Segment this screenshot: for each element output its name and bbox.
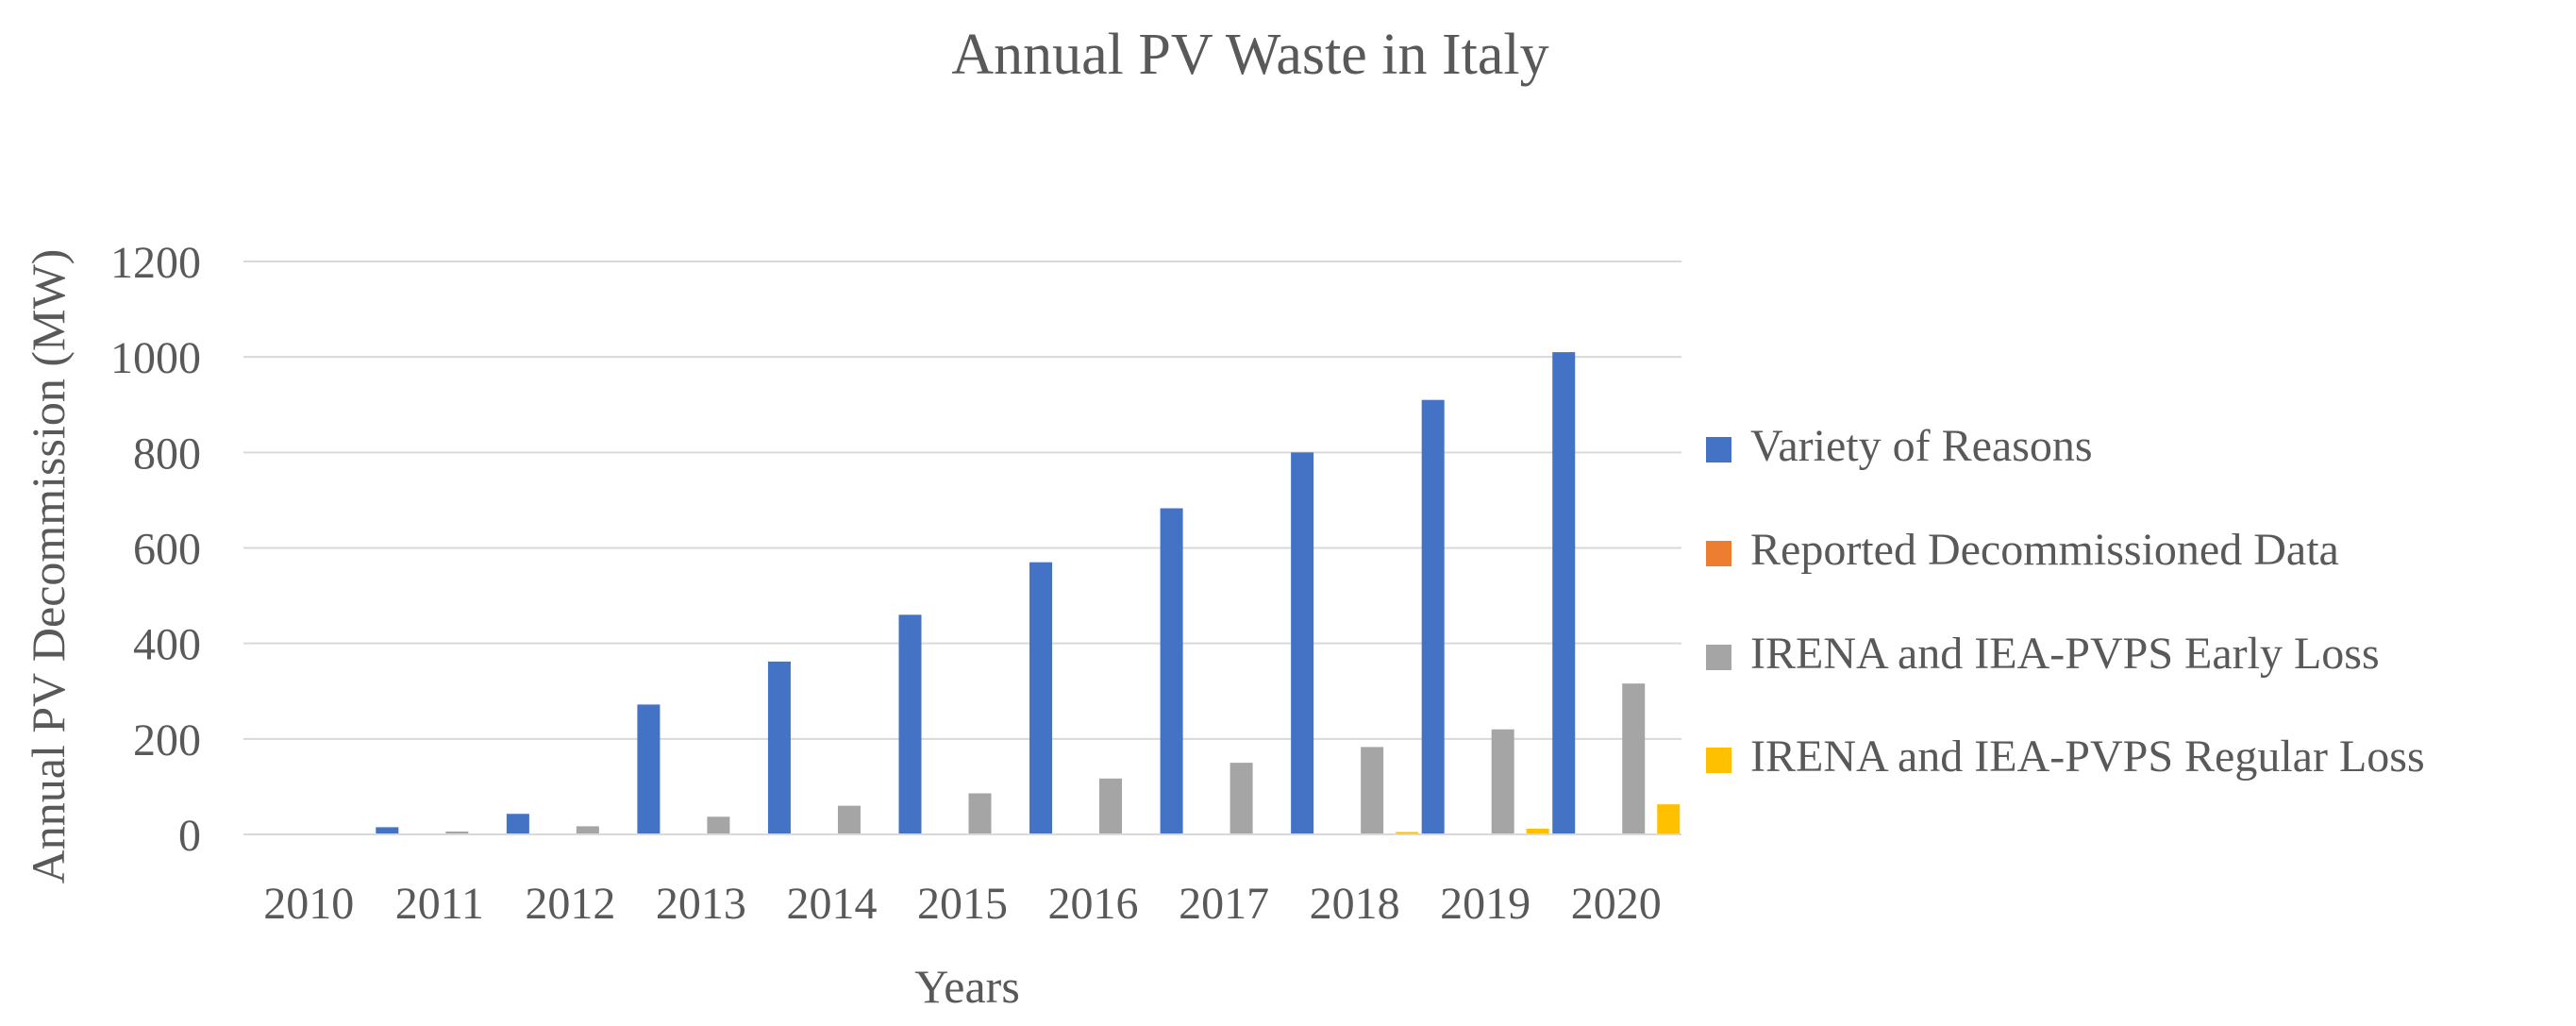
y-tick-label: 600 <box>133 525 201 575</box>
x-tick-label: 2016 <box>1048 879 1139 929</box>
bar-irena-and-iea-pvps-early-loss-2016 <box>1099 778 1123 834</box>
legend-swatch <box>1706 541 1731 566</box>
bar-variety-of-reasons-2018 <box>1291 452 1314 834</box>
y-axis-ticks: 0 200 400 600 800 1000 1200 <box>110 238 201 861</box>
y-tick-label: 1000 <box>110 333 201 383</box>
gridlines <box>243 261 1681 740</box>
y-axis-label: Annual PV Decommission (MW) <box>22 249 75 884</box>
bar-variety-of-reasons-2013 <box>637 704 661 834</box>
x-tick-label: 2013 <box>656 879 746 929</box>
y-tick-label: 200 <box>133 715 201 765</box>
bar-variety-of-reasons-2020 <box>1552 352 1576 834</box>
bar-variety-of-reasons-2016 <box>1029 562 1053 834</box>
bars <box>376 352 1681 834</box>
x-tick-label: 2020 <box>1571 879 1662 929</box>
legend-swatch <box>1706 748 1731 773</box>
bar-irena-and-iea-pvps-regular-loss-2018 <box>1396 832 1419 834</box>
x-tick-label: 2014 <box>786 879 877 929</box>
legend-swatch <box>1706 645 1731 670</box>
x-axis-label: Years <box>914 960 1020 1013</box>
x-tick-label: 2019 <box>1440 879 1531 929</box>
bar-irena-and-iea-pvps-early-loss-2015 <box>968 793 992 834</box>
bar-irena-and-iea-pvps-regular-loss-2020 <box>1657 804 1681 834</box>
x-axis-ticks: 2010 2011 2012 2013 2014 2015 2016 2017 2018 2019… <box>263 879 1661 929</box>
bar-variety-of-reasons-2012 <box>506 814 529 834</box>
bar-irena-and-iea-pvps-early-loss-2019 <box>1491 729 1514 834</box>
y-tick-label: 0 <box>178 811 201 861</box>
legend: Variety of Reasons Reported Decommissione… <box>1706 421 2425 782</box>
x-tick-label: 2011 <box>395 879 484 929</box>
bar-irena-and-iea-pvps-regular-loss-2019 <box>1526 828 1549 834</box>
x-tick-label: 2015 <box>917 879 1008 929</box>
bar-variety-of-reasons-2011 <box>376 827 399 834</box>
bar-irena-and-iea-pvps-early-loss-2018 <box>1361 747 1384 834</box>
x-tick-label: 2012 <box>525 879 615 929</box>
y-tick-label: 800 <box>133 429 201 479</box>
y-tick-label: 400 <box>133 620 201 670</box>
legend-label: Reported Decommissioned Data <box>1750 525 2339 575</box>
bar-irena-and-iea-pvps-early-loss-2020 <box>1622 683 1646 834</box>
x-tick-label: 2010 <box>263 879 354 929</box>
bar-variety-of-reasons-2017 <box>1160 508 1183 834</box>
legend-label: IRENA and IEA-PVPS Regular Loss <box>1750 732 2425 782</box>
x-tick-label: 2017 <box>1179 879 1269 929</box>
bar-irena-and-iea-pvps-early-loss-2012 <box>576 826 599 834</box>
bar-irena-and-iea-pvps-early-loss-2017 <box>1229 763 1253 834</box>
bar-variety-of-reasons-2019 <box>1421 399 1445 834</box>
legend-label: IRENA and IEA-PVPS Early Loss <box>1750 629 2380 679</box>
chart-title: Annual PV Waste in Italy <box>951 23 1548 87</box>
legend-label: Variety of Reasons <box>1750 421 2093 471</box>
bar-irena-and-iea-pvps-early-loss-2013 <box>707 816 730 834</box>
bar-variety-of-reasons-2015 <box>898 614 922 834</box>
y-tick-label: 1200 <box>110 238 201 288</box>
bar-variety-of-reasons-2014 <box>767 661 791 834</box>
legend-swatch <box>1706 437 1731 463</box>
x-tick-label: 2018 <box>1310 879 1400 929</box>
bar-irena-and-iea-pvps-early-loss-2014 <box>837 805 861 834</box>
bar-irena-and-iea-pvps-early-loss-2011 <box>445 831 469 834</box>
